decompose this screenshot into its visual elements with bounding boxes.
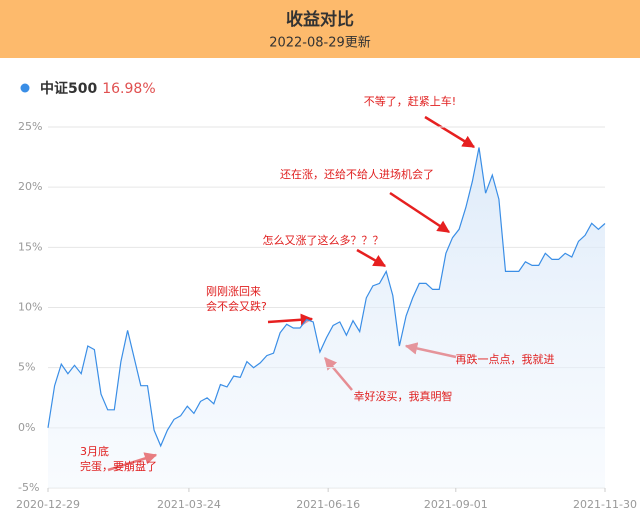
y-tick-label: 10%: [18, 301, 42, 314]
annotation: 怎么又涨了这么多？？？: [263, 233, 384, 247]
x-tick-label: 2020-12-29: [16, 498, 80, 511]
y-tick-label: 25%: [18, 120, 42, 133]
line: [47, 147, 606, 448]
header-band: [0, 0, 640, 58]
x-tick-label: 2021-09-01: [424, 498, 488, 511]
annotation: 幸好没买，我真明智: [354, 389, 453, 403]
x-tick-label: 2021-03-24: [157, 498, 221, 511]
y-tick-label: 5%: [18, 361, 35, 374]
y-tick-label: 20%: [18, 180, 42, 193]
annotation: 会不会又跌?: [206, 299, 267, 313]
chart-title: 收益对比: [286, 9, 354, 30]
annotation: 再跌一点点，我就进: [456, 352, 555, 366]
chart-subtitle: 2022-08-29更新: [269, 35, 371, 51]
y-tick-label: 0%: [18, 421, 35, 434]
annotation: 刚刚涨回来: [206, 285, 261, 298]
annotation: 不等了，赶紧上车!: [364, 94, 456, 108]
area-fill: [48, 147, 605, 488]
y-tick-label: -5%: [18, 481, 39, 494]
x-tick-label: 2021-06-16: [296, 498, 360, 511]
annotation: 完蛋，要崩盘了: [80, 459, 157, 473]
y-tick-label: 15%: [18, 240, 42, 253]
annotation: 3月底: [80, 444, 109, 458]
legend-label: 中证500: [40, 80, 97, 97]
x-tick-label: 2021-11-30: [573, 498, 637, 511]
legend-marker: [20, 83, 30, 93]
annotation: 还在涨，还给不给人进场机会了: [280, 167, 434, 181]
legend-value: 16.98%: [102, 81, 155, 97]
